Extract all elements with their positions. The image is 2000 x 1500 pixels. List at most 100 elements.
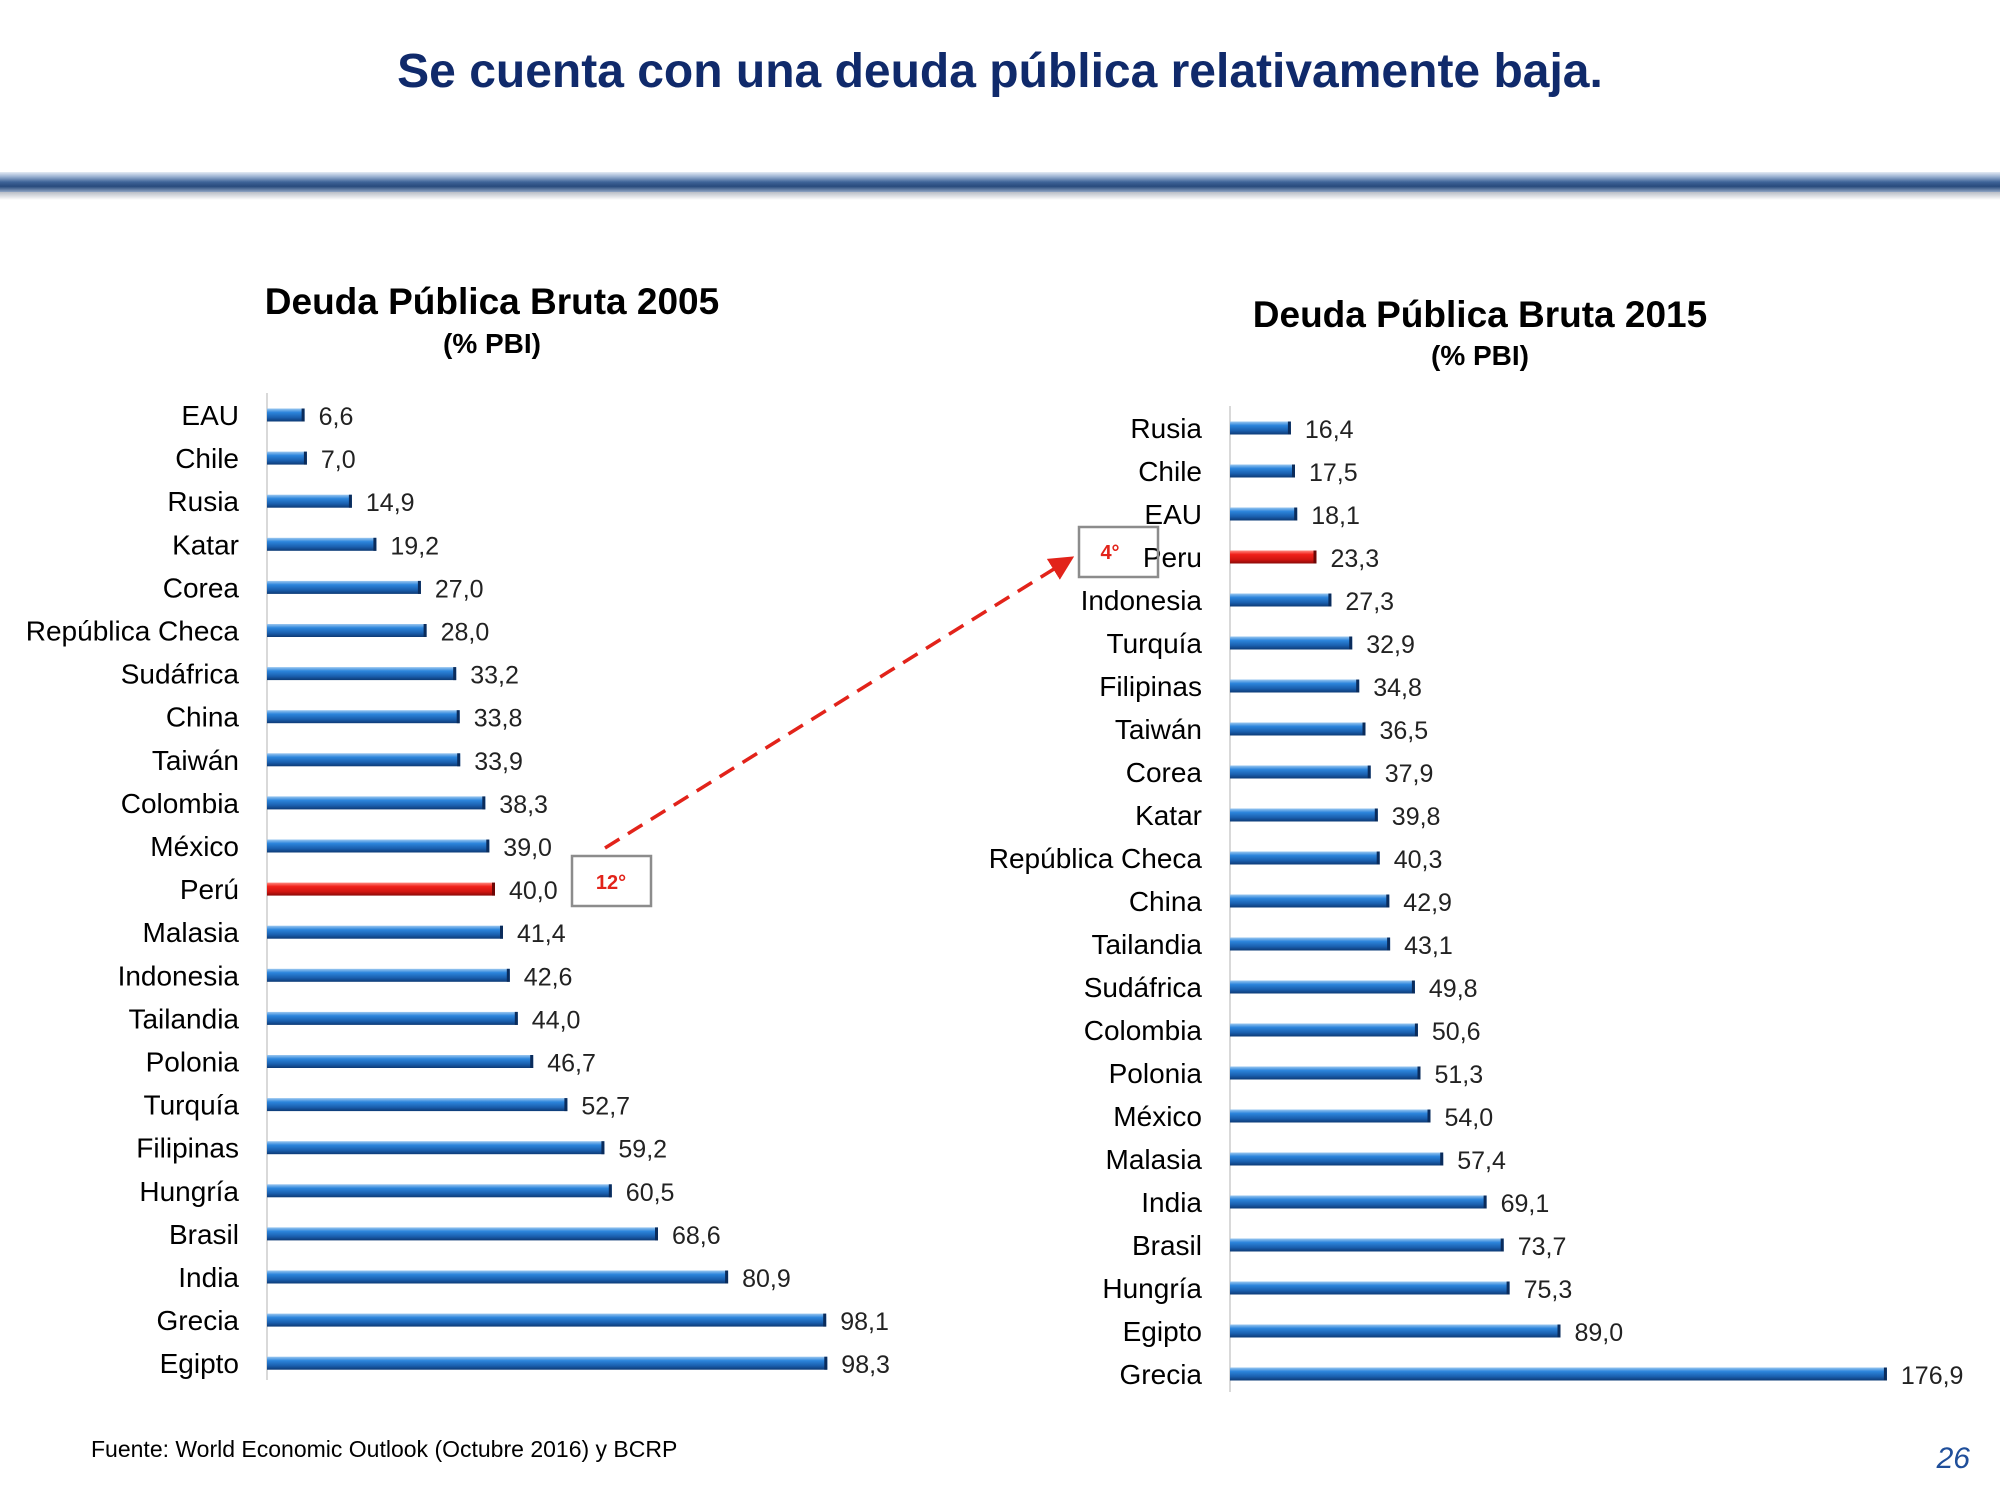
category-label: India [178,1262,239,1293]
value-label: 51,3 [1435,1061,1484,1089]
bar-end-cap [1367,765,1371,779]
bar [267,494,352,508]
value-label: 34,8 [1373,674,1422,702]
bar [1230,593,1332,607]
bar-end-cap [601,1141,605,1155]
chart-2005: Deuda Pública Bruta 2005 (% PBI) EAU Chil… [26,281,890,1380]
bar-end-cap [1557,1324,1561,1338]
bar [1230,1324,1561,1338]
rank-arrow [604,556,1075,850]
bar-end-cap [564,1098,568,1112]
chart-2005-bars [267,408,828,1370]
category-label: EAU [1144,499,1202,530]
chart-2005-value-labels: 6,6 7,0 14,9 19,2 27,0 28,0 33,2 33,8 33,9 38,3 39… [319,403,890,1379]
bar [267,1055,534,1068]
bar [267,408,305,422]
value-label: 54,0 [1445,1104,1494,1132]
bar-end-cap [482,796,486,810]
bar [267,624,427,637]
bar [1230,1152,1444,1166]
value-label: 57,4 [1457,1147,1506,1175]
value-label: 39,0 [503,834,552,862]
category-label: Taiwán [152,745,239,776]
bar-end-cap [1500,1238,1504,1252]
bar-end-cap [1376,851,1380,865]
bar-end-cap [725,1270,729,1284]
bar [267,1356,828,1370]
value-label: 46,7 [547,1050,596,1078]
page-number: 26 [1936,1442,1970,1475]
bar [267,1227,658,1241]
bar [267,667,457,681]
bar-end-cap [1440,1152,1444,1166]
bar [1230,507,1298,521]
value-label: 28,0 [441,619,490,647]
category-label: Indonesia [1081,585,1203,616]
bar-end-cap [417,580,421,594]
bar [1230,679,1360,693]
bar-end-cap [423,624,427,637]
category-label: Katar [1135,800,1202,831]
value-label: 49,8 [1429,975,1478,1003]
value-label: 36,5 [1380,717,1429,745]
category-label: Indonesia [118,960,240,991]
bar-end-cap [303,451,307,465]
category-label: China [1129,886,1203,917]
value-label: 80,9 [742,1265,791,1293]
value-label: 40,3 [1394,846,1443,874]
bar-end-cap [514,1011,518,1025]
category-label: Peru [1143,542,1202,573]
bar-end-cap [486,839,490,853]
title-divider-shadow [0,192,2000,200]
value-label: 52,7 [581,1093,630,1121]
category-label: México [1113,1101,1202,1132]
category-label: Tailandia [1091,929,1202,960]
title-divider [0,172,2000,192]
category-label: Perú [180,874,239,905]
bar [267,1270,729,1284]
value-label: 42,6 [524,963,573,991]
bar-end-cap [456,710,460,724]
bar-highlight [1230,550,1317,564]
value-label: 98,1 [840,1308,889,1336]
bar-end-cap [500,925,503,939]
bar [267,1011,518,1025]
bar [267,1141,605,1155]
bar-end-cap [1313,550,1317,564]
category-label: EAU [181,400,239,431]
bar-end-cap [530,1055,534,1068]
bar-end-cap [1414,1023,1418,1037]
category-label: Grecia [157,1305,240,1336]
bar-end-cap [1417,1066,1421,1080]
value-label: 50,6 [1432,1018,1481,1046]
bar-highlight [267,882,495,896]
category-label: Malasia [143,917,240,948]
bar-end-cap [1349,636,1353,650]
bar [267,710,460,724]
bar [1230,636,1353,650]
value-label: 27,0 [435,575,484,603]
bar-end-cap [1506,1281,1510,1295]
category-label: Grecia [1120,1359,1203,1390]
bar-end-cap [1287,421,1291,435]
bar [267,537,377,551]
category-label: Rusia [1130,413,1202,444]
bar [267,451,307,465]
bar-end-cap [1292,464,1295,478]
bar [267,1098,568,1112]
bar-end-cap [1294,507,1298,521]
value-label: 17,5 [1309,459,1358,487]
value-label: 42,9 [1403,889,1452,917]
bar-end-cap [457,753,461,767]
category-label: Turquía [144,1090,240,1121]
bar-end-cap [1387,937,1391,951]
bar [1230,722,1366,736]
chart-2015-title: Deuda Pública Bruta 2015 [1253,294,1707,335]
bar [267,1184,612,1198]
category-label: Egipto [160,1348,239,1379]
bar [1230,851,1380,865]
value-label: 75,3 [1524,1276,1573,1304]
value-label: 59,2 [618,1136,667,1164]
value-label: 43,1 [1404,932,1453,960]
value-label: 16,4 [1305,416,1354,444]
